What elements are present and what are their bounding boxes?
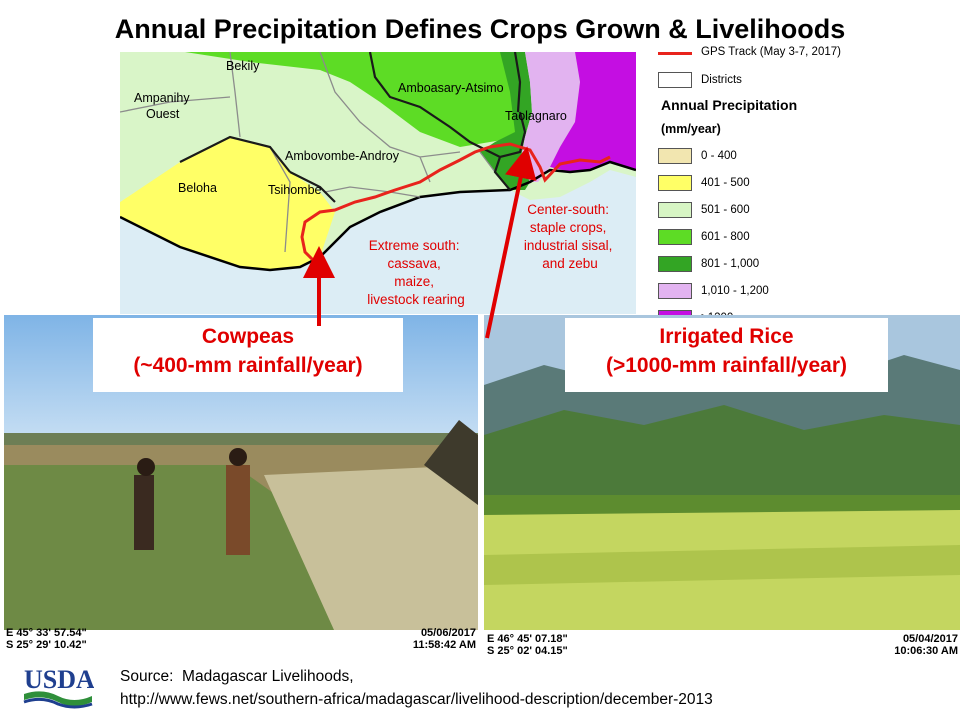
- legend-class-label: 501 - 600: [701, 204, 750, 216]
- legend-class-swatch: [658, 229, 692, 245]
- cowpeas-coord-s: S 25° 29' 10.42": [6, 639, 87, 651]
- cowpeas-coordinates: E 45° 33' 57.54" S 25° 29' 10.42": [6, 627, 87, 651]
- slide-title: Annual Precipitation Defines Crops Grown…: [114, 14, 846, 44]
- legend-class-swatch: [658, 283, 692, 299]
- cowpeas-timestamp: 05/06/2017 11:58:42 AM: [360, 627, 476, 651]
- cowpeas-rainfall-label: (~400-mm rainfall/year): [133, 354, 363, 377]
- rice-callout: Irrigated Rice (>1000-mm rainfall/year): [565, 318, 888, 392]
- legend-class-swatch: [658, 175, 692, 191]
- usda-logo: USDA: [22, 664, 95, 710]
- district-label-beloha: Beloha: [178, 181, 217, 195]
- rice-coord-e: E 46° 45' 07.18": [487, 633, 568, 645]
- legend-class-swatch: [658, 202, 692, 218]
- legend-class-swatch: [658, 148, 692, 164]
- cowpeas-crop-label: Cowpeas: [201, 325, 295, 348]
- legend-class-label: 401 - 500: [701, 177, 750, 189]
- rice-coord-s: S 25° 02' 04.15": [487, 645, 568, 657]
- district-label-ampanihy: Ampanihy Ouest: [134, 91, 190, 121]
- svg-text:USDA: USDA: [24, 665, 94, 694]
- legend-districts-label: Districts: [701, 74, 742, 86]
- source-url[interactable]: http://www.fews.net/southern-africa/mada…: [120, 691, 713, 708]
- legend-gps-track-label: GPS Track (May 3-7, 2017): [701, 46, 841, 58]
- rice-timestamp: 05/04/2017 10:06:30 AM: [840, 633, 958, 657]
- legend-class-label: 601 - 800: [701, 231, 750, 243]
- cowpeas-time: 11:58:42 AM: [412, 639, 476, 651]
- rice-crop-label: Irrigated Rice: [659, 325, 794, 348]
- annotation-center-south: Center-south: staple crops, industrial s…: [524, 202, 616, 271]
- district-label-ambovombe: Ambovombe-Androy: [285, 149, 400, 163]
- district-label-taolagnaro: Taolagnaro: [505, 109, 567, 123]
- cowpeas-date: 05/06/2017: [420, 627, 476, 639]
- map-legend: GPS Track (May 3-7, 2017) Districts Annu…: [656, 46, 866, 326]
- source-name: Madagascar Livelihoods,: [182, 668, 354, 685]
- gps-track-swatch: [658, 52, 692, 55]
- district-label-tsihombe: Tsihombe: [268, 183, 322, 197]
- rice-coordinates: E 46° 45' 07.18" S 25° 02' 04.15": [487, 633, 568, 657]
- legend-class-label: 801 - 1,000: [701, 258, 760, 270]
- cowpeas-callout: Cowpeas (~400-mm rainfall/year): [93, 318, 403, 392]
- precipitation-map: Bekily Ampanihy Ouest Amboasary-Atsimo Ta…: [120, 52, 636, 314]
- legend-units: (mm/year): [661, 122, 721, 136]
- legend-class-label: 1,010 - 1,200: [701, 285, 769, 297]
- cowpeas-coord-e: E 45° 33' 57.54": [6, 627, 87, 639]
- district-label-amboasary: Amboasary-Atsimo: [398, 81, 504, 95]
- annotation-extreme-south: Extreme south: cassava, maize, livestock…: [367, 238, 465, 307]
- legend-class-swatch: [658, 256, 692, 272]
- source-citation: Source: Madagascar Livelihoods, http://w…: [120, 665, 713, 711]
- legend-heading: Annual Precipitation: [661, 97, 798, 113]
- districts-swatch: [658, 72, 692, 88]
- rice-rainfall-label: (>1000-mm rainfall/year): [605, 354, 848, 377]
- legend-class-label: 0 - 400: [701, 150, 737, 162]
- rice-date: 05/04/2017: [902, 633, 958, 645]
- district-label-bekily: Bekily: [226, 59, 260, 73]
- rice-time: 10:06:30 AM: [894, 645, 958, 657]
- source-label: Source:: [120, 668, 174, 685]
